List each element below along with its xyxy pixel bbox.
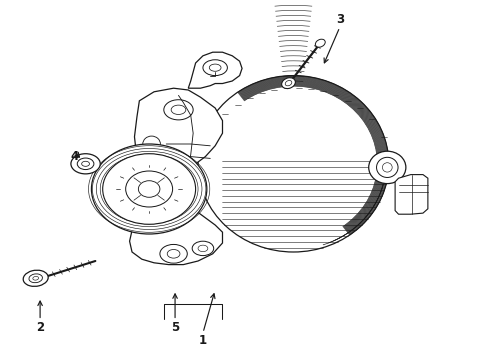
Ellipse shape <box>376 157 397 177</box>
Text: 4: 4 <box>70 150 78 163</box>
Ellipse shape <box>167 249 180 258</box>
Ellipse shape <box>281 78 295 89</box>
Ellipse shape <box>81 161 89 166</box>
Ellipse shape <box>192 241 213 256</box>
Ellipse shape <box>368 151 405 184</box>
Ellipse shape <box>138 181 160 197</box>
Ellipse shape <box>102 154 195 224</box>
Ellipse shape <box>71 154 100 174</box>
Ellipse shape <box>142 157 160 171</box>
Ellipse shape <box>171 105 185 114</box>
Ellipse shape <box>23 270 48 287</box>
Text: 5: 5 <box>171 321 179 334</box>
Ellipse shape <box>142 176 160 191</box>
Polygon shape <box>188 52 242 88</box>
Ellipse shape <box>285 81 291 86</box>
Ellipse shape <box>198 76 388 252</box>
Text: 2: 2 <box>36 321 44 334</box>
Ellipse shape <box>160 244 187 263</box>
Ellipse shape <box>91 144 206 234</box>
Ellipse shape <box>77 158 94 170</box>
Text: 3: 3 <box>335 13 343 26</box>
Polygon shape <box>394 175 427 214</box>
Ellipse shape <box>163 100 193 120</box>
Ellipse shape <box>203 60 227 76</box>
Ellipse shape <box>315 39 325 47</box>
Ellipse shape <box>33 276 39 280</box>
Ellipse shape <box>209 64 221 71</box>
Ellipse shape <box>125 171 172 207</box>
Ellipse shape <box>198 245 207 252</box>
Polygon shape <box>129 88 222 265</box>
Text: 1: 1 <box>199 334 206 347</box>
Ellipse shape <box>382 163 391 172</box>
Ellipse shape <box>29 274 42 283</box>
Ellipse shape <box>142 136 160 152</box>
